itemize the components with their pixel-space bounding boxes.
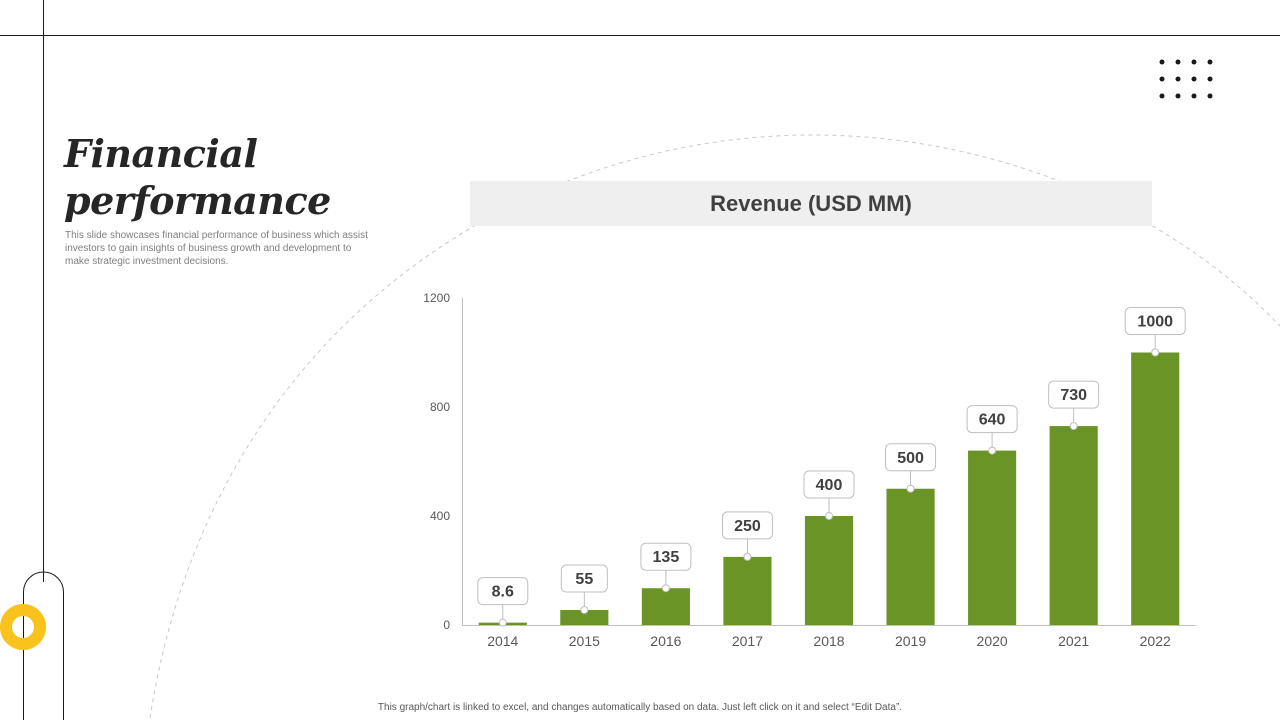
bar-2021[interactable]: [1049, 426, 1098, 625]
data-point-marker: [1151, 348, 1160, 357]
data-label-2018: 400: [816, 477, 843, 494]
chart-axes: 0 400 800 1200 2014 2015 2016 2017 2018 2019 2020 2…: [423, 291, 1196, 649]
x-tick-label: 2014: [487, 633, 518, 649]
yellow-ring-icon: [0, 604, 46, 650]
data-label-2016: 135: [653, 549, 680, 566]
bar-2015[interactable]: [560, 610, 609, 625]
data-label-box: [560, 564, 608, 593]
data-label-2019: 500: [897, 450, 924, 467]
data-label-2022: 1000: [1137, 314, 1173, 331]
y-tick-label: 1200: [423, 291, 450, 305]
x-tick-label: 2018: [813, 633, 844, 649]
bar-2016[interactable]: [641, 588, 690, 625]
data-point-marker: [825, 512, 833, 520]
data-point-marker: [498, 618, 507, 627]
chart-data-labels: 8.6 55 135 250 400 500 640 730 1000: [477, 307, 1186, 627]
bar-2017[interactable]: [723, 556, 772, 625]
footer-note: This graph/chart is linked to excel, and…: [377, 702, 903, 713]
data-label-box: [803, 470, 855, 499]
y-tick-label: 0: [443, 618, 450, 632]
x-tick-label: 2019: [895, 633, 926, 649]
bar-2019[interactable]: [886, 488, 935, 625]
x-tick-label: 2022: [1140, 633, 1171, 649]
data-label-box: [966, 405, 1018, 434]
y-tick-label: 400: [430, 509, 450, 523]
x-tick-label: 2020: [977, 633, 1008, 649]
data-point-marker: [906, 484, 915, 493]
page-description: This slide showcases financial performan…: [65, 230, 368, 267]
data-point-marker: [743, 552, 752, 561]
data-label-box: [721, 511, 773, 540]
dot-grid-icon: [1159, 59, 1213, 99]
x-tick-label: 2021: [1058, 633, 1089, 649]
data-label-2020: 640: [979, 412, 1006, 429]
data-label-box: [1048, 380, 1100, 409]
data-label-2014: 8.6: [492, 584, 514, 601]
data-label-box: [1124, 307, 1186, 335]
x-tick-label: 2016: [650, 633, 681, 649]
bar-2020[interactable]: [968, 450, 1017, 625]
data-point-marker: [580, 606, 589, 615]
left-capsule-outline: [23, 571, 64, 720]
data-label-box: [640, 542, 692, 571]
data-label-2015: 55: [575, 571, 593, 588]
data-label-2021: 730: [1060, 387, 1087, 404]
data-label-2017: 250: [734, 518, 761, 535]
data-point-marker: [988, 446, 997, 455]
data-point-marker: [661, 584, 670, 593]
x-tick-label: 2015: [569, 633, 600, 649]
chart-title: Revenue (USD MM): [470, 181, 1152, 226]
y-tick-label: 800: [430, 400, 450, 414]
bar-2022[interactable]: [1131, 352, 1180, 626]
bar-2018[interactable]: [804, 516, 854, 625]
data-label-box: [885, 443, 937, 472]
dashed-arc: [149, 134, 1280, 719]
data-point-marker: [1069, 422, 1078, 431]
page-title: Financial performance: [64, 131, 331, 223]
data-label-box: [477, 577, 529, 606]
x-tick-label: 2017: [732, 633, 763, 649]
